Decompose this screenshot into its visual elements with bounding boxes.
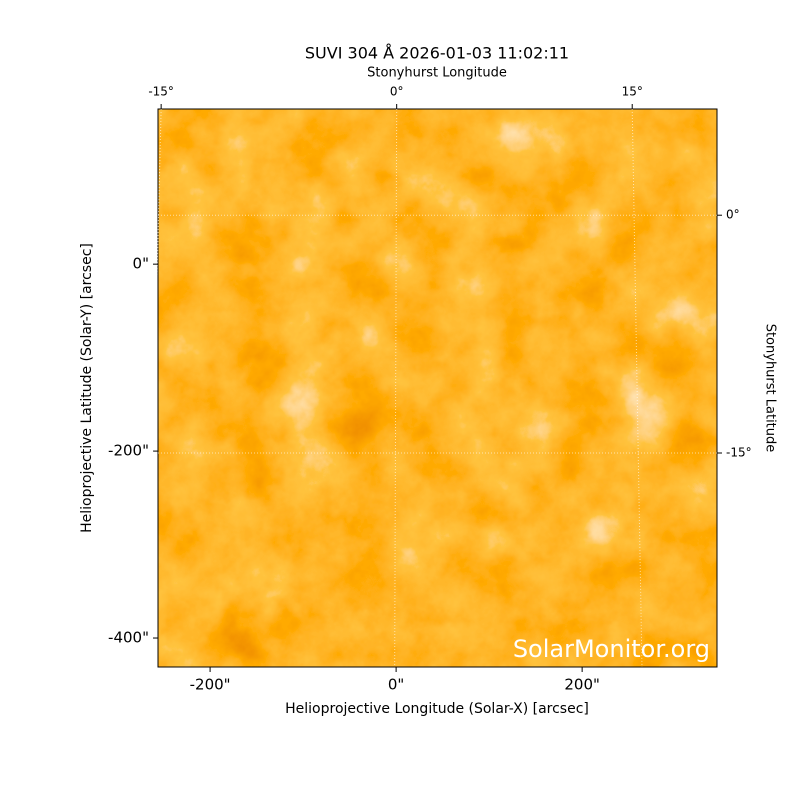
x-tick-label: 0"	[388, 676, 404, 694]
y-label: Helioprojective Latitude (Solar-Y) [arcs…	[79, 243, 95, 533]
y2-label: Stonyhurst Latitude	[763, 324, 778, 453]
x2-label: Stonyhurst Longitude	[367, 66, 507, 81]
plot-frame	[157, 108, 718, 668]
y2-tick-label: 0°	[726, 208, 740, 222]
x2-tick-label: 0°	[390, 85, 404, 99]
grid-line	[631, 108, 643, 668]
y-tick-label: -400"	[108, 629, 149, 647]
x2-tick-label: -15°	[148, 85, 174, 99]
solar-image	[158, 109, 717, 667]
y-tick-label: -200"	[108, 442, 149, 460]
watermark: SolarMonitor.org	[513, 635, 710, 663]
x-tick-label: 200"	[564, 676, 600, 694]
y-tick-label: 0"	[133, 255, 149, 273]
grid-line	[394, 108, 398, 668]
grid-line	[146, 108, 162, 668]
chart-title: SUVI 304 Å 2026-01-03 11:02:11	[305, 44, 569, 63]
x2-tick-label: 15°	[622, 85, 643, 99]
y2-tick-label: -15°	[726, 445, 752, 459]
x-tick-label: -200"	[190, 676, 231, 694]
x-label: Helioprojective Longitude (Solar-X) [arc…	[285, 701, 589, 717]
